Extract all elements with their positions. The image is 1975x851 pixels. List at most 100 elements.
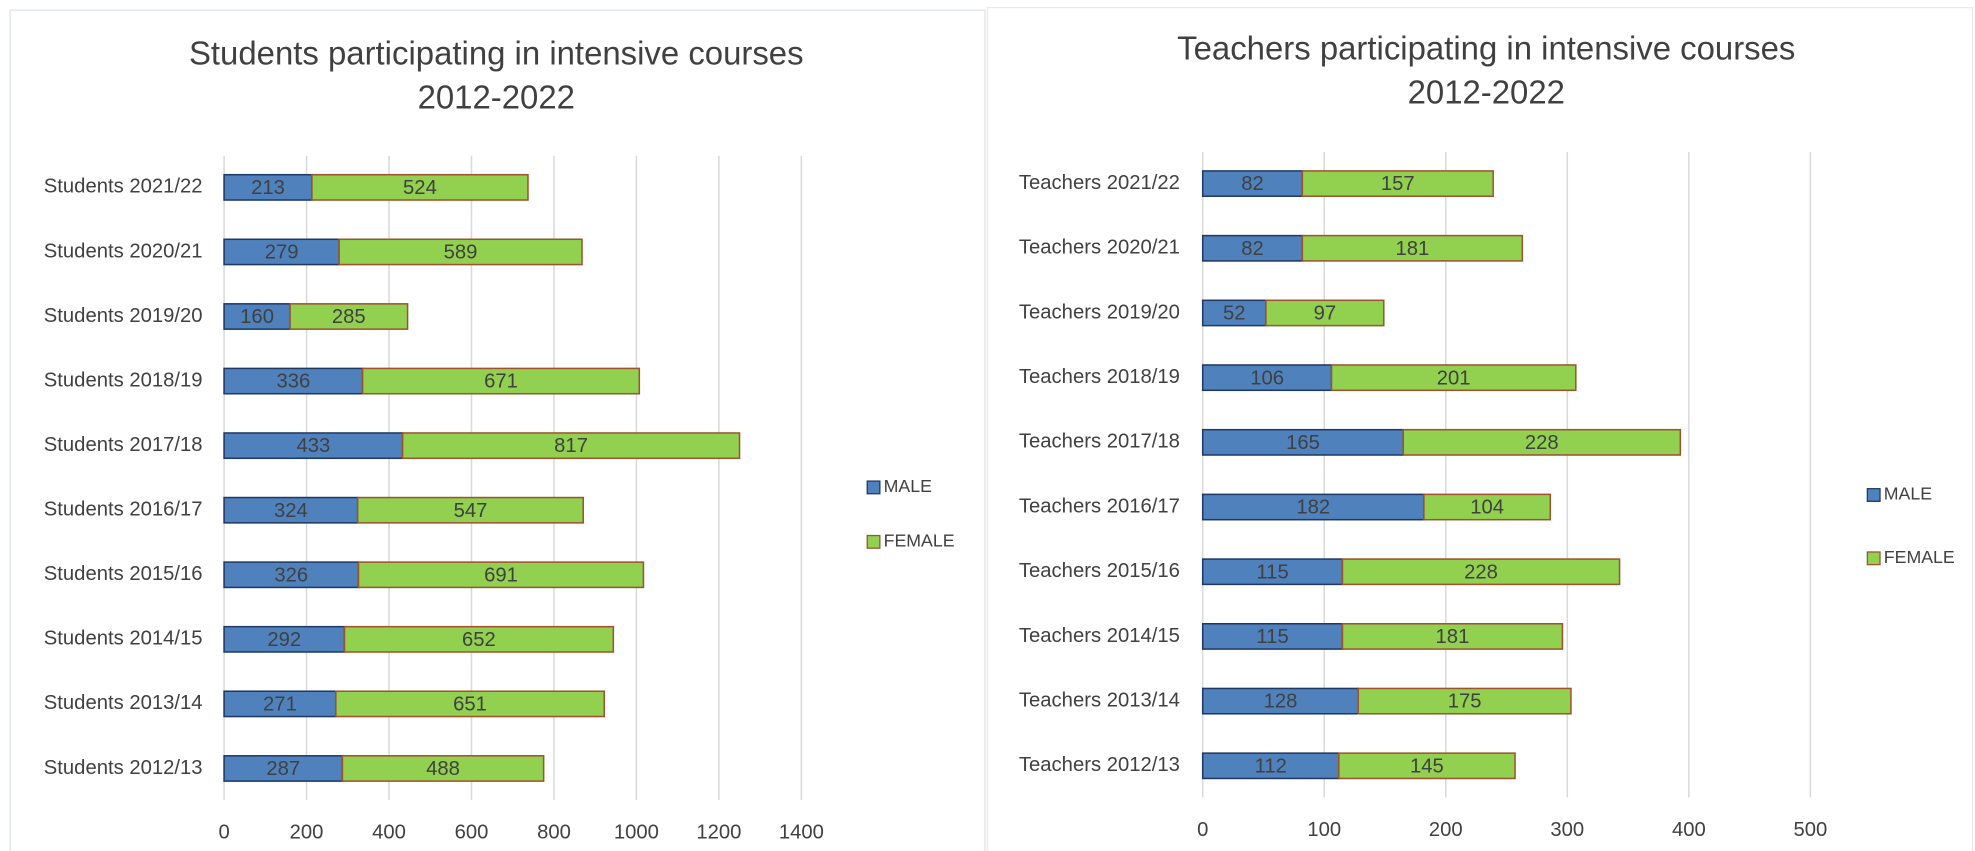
bar-segment: [1301, 170, 1494, 197]
data-label: 488: [426, 758, 460, 780]
bar-segment: [1341, 622, 1564, 650]
y-tick-label: Students 2013/14: [44, 692, 203, 714]
data-label: 547: [454, 500, 488, 522]
bar-segment: [289, 303, 409, 330]
y-tick-label: Students 2018/19: [44, 369, 203, 391]
bar-segment: [1357, 687, 1572, 715]
bar-segment: [223, 690, 337, 718]
bar-segment: [223, 432, 404, 460]
bar-segment: [223, 367, 364, 395]
y-tick-label: Teachers 2021/22: [1019, 172, 1180, 194]
bar-segment: [1402, 428, 1682, 456]
data-label: 106: [1250, 367, 1284, 389]
data-label: 213: [251, 177, 285, 199]
data-label: 524: [403, 177, 437, 199]
data-label: 336: [276, 371, 310, 393]
bar-segment: [1201, 752, 1340, 780]
data-label: 287: [266, 758, 300, 780]
data-label: 228: [1464, 561, 1498, 583]
data-label: 82: [1241, 173, 1264, 195]
data-label: 201: [1437, 367, 1471, 389]
chart-title: 2012-2022: [1408, 74, 1565, 111]
chart-title: Students participating in intensive cour…: [189, 34, 804, 71]
data-label: 652: [462, 629, 496, 651]
bar-segment: [223, 561, 360, 589]
x-tick-label: 200: [1429, 819, 1463, 841]
x-tick-label: 0: [1197, 819, 1208, 841]
bar-segment: [1330, 364, 1577, 392]
y-tick-label: Teachers 2018/19: [1019, 366, 1180, 388]
bar-segment: [1201, 234, 1304, 262]
bar-segment: [1201, 299, 1267, 327]
x-tick-label: 100: [1307, 819, 1341, 841]
bar-segment: [311, 173, 529, 201]
data-label: 651: [453, 694, 487, 716]
legend-swatch: [866, 534, 881, 549]
x-tick-label: 1200: [696, 821, 741, 843]
data-label: 817: [554, 435, 588, 457]
bar-segment: [1201, 558, 1344, 586]
bar-segment: [1201, 622, 1344, 650]
data-label: 279: [265, 242, 299, 264]
bar-segment: [1201, 428, 1404, 456]
y-tick-label: Teachers 2017/18: [1019, 431, 1180, 453]
x-tick-label: 500: [1793, 819, 1827, 841]
data-label: 157: [1381, 173, 1415, 195]
legend-label: FEMALE: [1884, 547, 1955, 567]
data-label: 160: [240, 306, 274, 328]
charts: Students participating in intensive cour…: [9, 6, 1974, 851]
data-label: 292: [267, 629, 301, 651]
y-tick-label: Teachers 2015/16: [1019, 560, 1180, 582]
bar-segment: [223, 238, 340, 266]
bar-segment: [1338, 752, 1516, 780]
data-label: 52: [1223, 303, 1246, 325]
legend-swatch: [866, 480, 881, 495]
x-tick-label: 1400: [779, 821, 824, 843]
x-tick-label: 400: [372, 821, 406, 843]
legend-swatch: [1866, 551, 1881, 566]
bar-segment: [1201, 170, 1304, 197]
y-tick-label: Students 2014/15: [44, 628, 203, 650]
x-tick-label: 1000: [614, 821, 659, 843]
x-tick-label: 0: [218, 821, 229, 843]
y-tick-label: Teachers 2016/17: [1019, 495, 1180, 517]
legend-label: MALE: [1884, 484, 1932, 504]
y-tick-label: Teachers 2020/21: [1019, 237, 1180, 259]
bar-segment: [341, 755, 545, 782]
x-tick-label: 300: [1550, 819, 1584, 841]
chart-title: Teachers participating in intensive cour…: [1177, 29, 1795, 66]
data-label: 165: [1286, 432, 1320, 454]
data-label: 175: [1448, 691, 1482, 713]
bar-segment: [343, 625, 615, 653]
y-tick-label: Students 2016/17: [44, 499, 203, 521]
y-tick-label: Students 2020/21: [44, 240, 203, 262]
bar-segment: [223, 303, 291, 330]
y-tick-label: Teachers 2013/14: [1019, 689, 1180, 711]
bar-segment: [1423, 493, 1552, 521]
x-tick-label: 600: [455, 821, 489, 843]
legend-swatch: [1866, 488, 1881, 502]
y-tick-label: Students 2012/13: [44, 757, 203, 779]
bar-segment: [223, 625, 346, 653]
data-label: 182: [1296, 497, 1330, 519]
data-label: 181: [1436, 626, 1470, 648]
chart-title: 2012-2022: [418, 79, 575, 116]
data-label: 589: [444, 242, 478, 264]
bar-segment: [223, 173, 313, 201]
data-label: 112: [1255, 755, 1287, 777]
bar-segment: [223, 496, 359, 524]
y-tick-label: Students 2021/22: [44, 176, 203, 198]
data-label: 145: [1410, 755, 1444, 777]
bar-segment: [356, 496, 585, 524]
bar-segment: [1265, 299, 1385, 327]
data-label: 671: [484, 371, 518, 393]
data-label: 433: [296, 435, 330, 457]
y-tick-label: Teachers 2019/20: [1019, 301, 1180, 323]
bar-segment: [338, 238, 583, 266]
bar-segment: [357, 561, 645, 589]
data-label: 97: [1314, 303, 1337, 325]
y-tick-label: Teachers 2012/13: [1019, 754, 1180, 776]
x-tick-label: 200: [290, 821, 324, 843]
legend-label: MALE: [884, 476, 932, 496]
